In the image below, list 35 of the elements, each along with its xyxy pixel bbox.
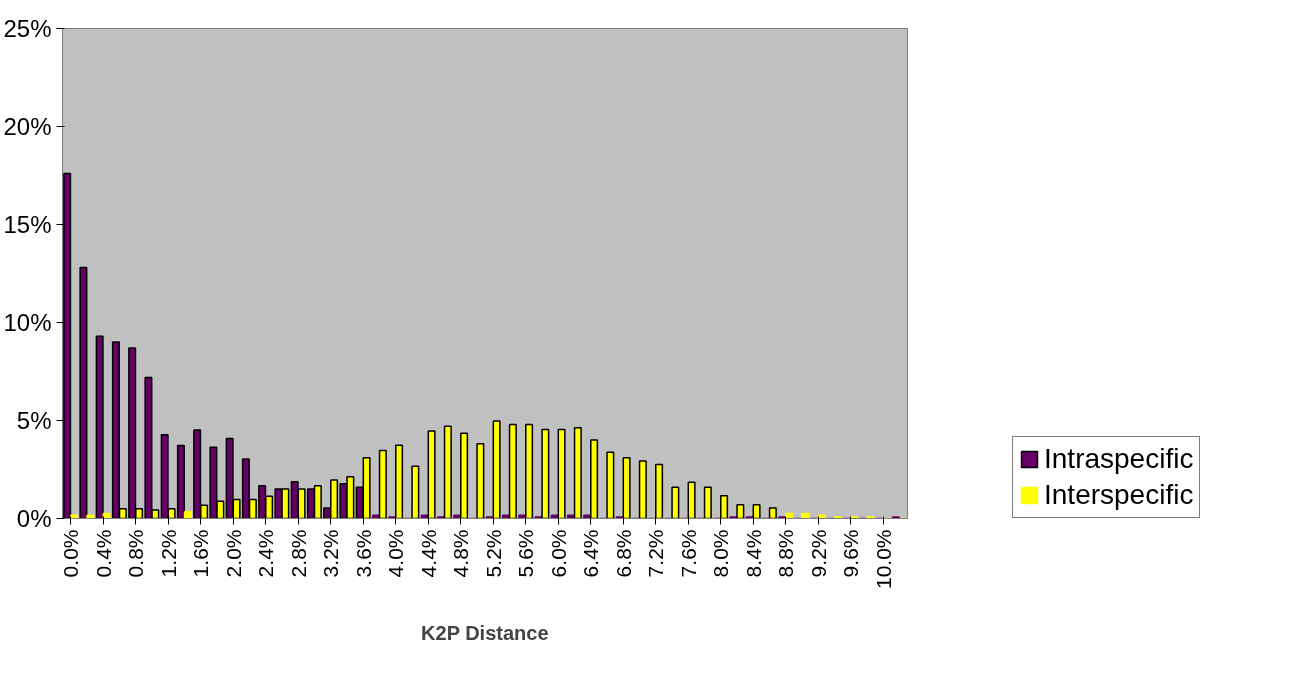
x-tick-label: 2.8% xyxy=(286,529,310,578)
y-tick-label: 0% xyxy=(16,505,52,532)
y-tick-label: 20% xyxy=(3,113,52,140)
x-tick-label: 1.2% xyxy=(156,529,180,578)
x-tick-label: 3.2% xyxy=(319,529,343,578)
x-tick-label: 0.4% xyxy=(91,529,115,578)
y-tick-label: 15% xyxy=(3,211,52,238)
x-tick-label: 4.4% xyxy=(416,529,440,578)
legend-label: Intraspecific xyxy=(1044,443,1194,475)
x-tick-label: 10.0% xyxy=(871,529,895,590)
x-tick-label: 1.6% xyxy=(189,529,213,578)
x-tick-label: 0.0% xyxy=(59,529,83,578)
y-tick-label: 25% xyxy=(3,15,52,42)
x-tick-label: 8.0% xyxy=(709,529,733,578)
x-tick-label: 2.4% xyxy=(254,529,278,578)
x-tick-label: 3.6% xyxy=(351,529,375,578)
x-tick-label: 4.8% xyxy=(449,529,473,578)
y-tick-label: 10% xyxy=(3,309,52,336)
x-tick-label: 2.0% xyxy=(221,529,245,578)
x-tick-label: 9.2% xyxy=(806,529,830,578)
x-tick-label: 7.2% xyxy=(644,529,668,578)
x-tick-label: 6.8% xyxy=(611,529,635,578)
x-axis-title: K2P Distance xyxy=(421,622,549,645)
x-tick-label: 5.2% xyxy=(481,529,505,578)
x-tick-label: 4.0% xyxy=(384,529,408,578)
y-tick-label: 5% xyxy=(16,407,52,434)
x-tick-label: 6.0% xyxy=(546,529,570,578)
x-tick-label: 0.8% xyxy=(124,529,148,578)
x-tick-label: 5.6% xyxy=(514,529,538,578)
x-tick-label: 9.6% xyxy=(839,529,863,578)
x-tick-label: 8.4% xyxy=(741,529,765,578)
x-tick-label: 6.4% xyxy=(579,529,603,578)
x-tick-label: 7.6% xyxy=(676,529,700,578)
x-tick-label: 8.8% xyxy=(774,529,798,578)
legend-label: Interspecific xyxy=(1044,479,1194,511)
